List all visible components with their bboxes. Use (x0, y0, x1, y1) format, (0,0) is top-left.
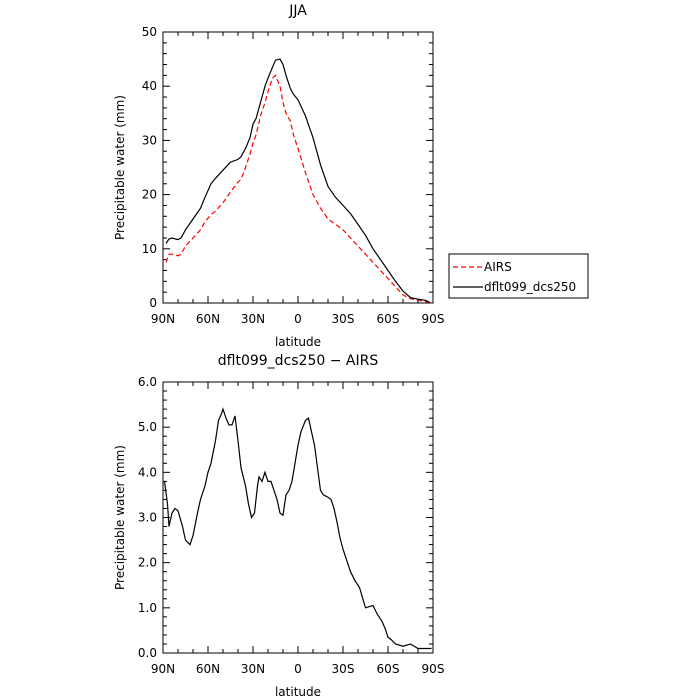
y-axis-title: Precipitable water (mm) (113, 445, 127, 590)
x-tick-label: 60N (196, 312, 220, 326)
y-tick-label: 50 (142, 25, 157, 39)
x-tick-label: 30S (332, 662, 355, 676)
chart-panel-bottom: 90N 60N 30N 0 30S 60S 90S 0.0 1.0 2.0 3.0 4.0 5.0 6.0… (113, 353, 444, 699)
x-tick-label: 30N (241, 312, 265, 326)
x-tick-label: 90N (151, 312, 175, 326)
x-tick-label: 30S (332, 312, 355, 326)
x-tick-label: 90S (422, 312, 445, 326)
x-axis-title: latitude (275, 685, 321, 699)
y-tick-label: 3.0 (138, 511, 157, 525)
plot-frame (162, 31, 434, 304)
x-tick-label: 60S (377, 662, 400, 676)
y-tick-label: 30 (142, 133, 157, 147)
y-tick-label: 2.0 (138, 556, 157, 570)
x-tick-label: 0 (294, 662, 302, 676)
legend: AIRS dflt099_dcs250 (448, 253, 589, 299)
plot-frame (162, 381, 434, 654)
y-tick-label: 4.0 (138, 465, 157, 479)
series-line (163, 407, 432, 650)
y-axis-title: Precipitable water (mm) (113, 95, 127, 240)
x-axis-title: latitude (275, 335, 321, 349)
y-tick-label: 6.0 (138, 375, 157, 389)
x-tick-label: 0 (294, 312, 302, 326)
chart-panel-top: 90N 60N 30N 0 30S 60S 90S 0 10 20 30 40 50 JJA latitud… (113, 3, 589, 349)
legend-entry: dflt099_dcs250 (484, 280, 576, 294)
y-tick-label: 0 (149, 296, 157, 310)
chart-title: dflt099_dcs250 − AIRS (218, 353, 379, 369)
y-tick-label: 40 (142, 79, 157, 93)
x-tick-label: 90S (422, 662, 445, 676)
legend-entry: AIRS (484, 260, 512, 274)
x-tick-label: 30N (241, 662, 265, 676)
x-tick-label: 60S (377, 312, 400, 326)
series-line (165, 74, 431, 304)
chart-title: JJA (288, 3, 307, 19)
y-tick-label: 5.0 (138, 420, 157, 434)
x-tick-label: 90N (151, 662, 175, 676)
y-tick-label: 20 (142, 188, 157, 202)
x-tick-label: 60N (196, 662, 220, 676)
legend-box (448, 253, 589, 299)
series-line (165, 58, 431, 304)
y-tick-label: 10 (142, 242, 157, 256)
y-tick-label: 0.0 (138, 646, 157, 660)
y-tick-label: 1.0 (138, 601, 157, 615)
